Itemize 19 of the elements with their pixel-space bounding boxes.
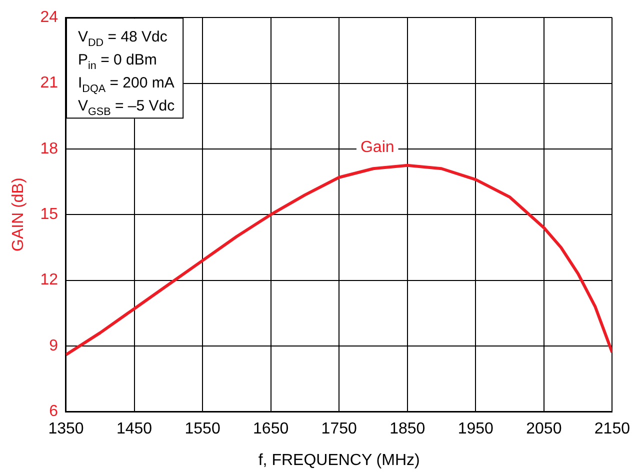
y-tick-label: 21 bbox=[40, 74, 58, 92]
y-axis-title: GAIN (dB) bbox=[10, 178, 28, 252]
y-tick-label: 12 bbox=[40, 272, 58, 289]
x-tick-label: 1650 bbox=[253, 420, 289, 438]
y-tick-label: 24 bbox=[40, 9, 58, 26]
x-tick-label: 1450 bbox=[116, 420, 152, 438]
y-tick-label: 9 bbox=[49, 337, 58, 354]
x-tick-label: 1950 bbox=[458, 420, 494, 438]
x-tick-label: 1350 bbox=[48, 420, 84, 438]
y-tick-label: 6 bbox=[49, 403, 58, 420]
x-tick-label: 2050 bbox=[526, 420, 562, 438]
x-tick-label: 1750 bbox=[321, 420, 357, 438]
series-label: Gain bbox=[360, 138, 394, 156]
y-tick-label: 18 bbox=[40, 140, 58, 158]
x-tick-label: 1550 bbox=[184, 420, 220, 438]
y-tick-label: 15 bbox=[40, 206, 58, 224]
x-axis-title: f, FREQUENCY (MHz) bbox=[258, 452, 420, 469]
x-tick-label: 1850 bbox=[390, 420, 426, 438]
x-tick-label: 2150 bbox=[594, 420, 630, 438]
